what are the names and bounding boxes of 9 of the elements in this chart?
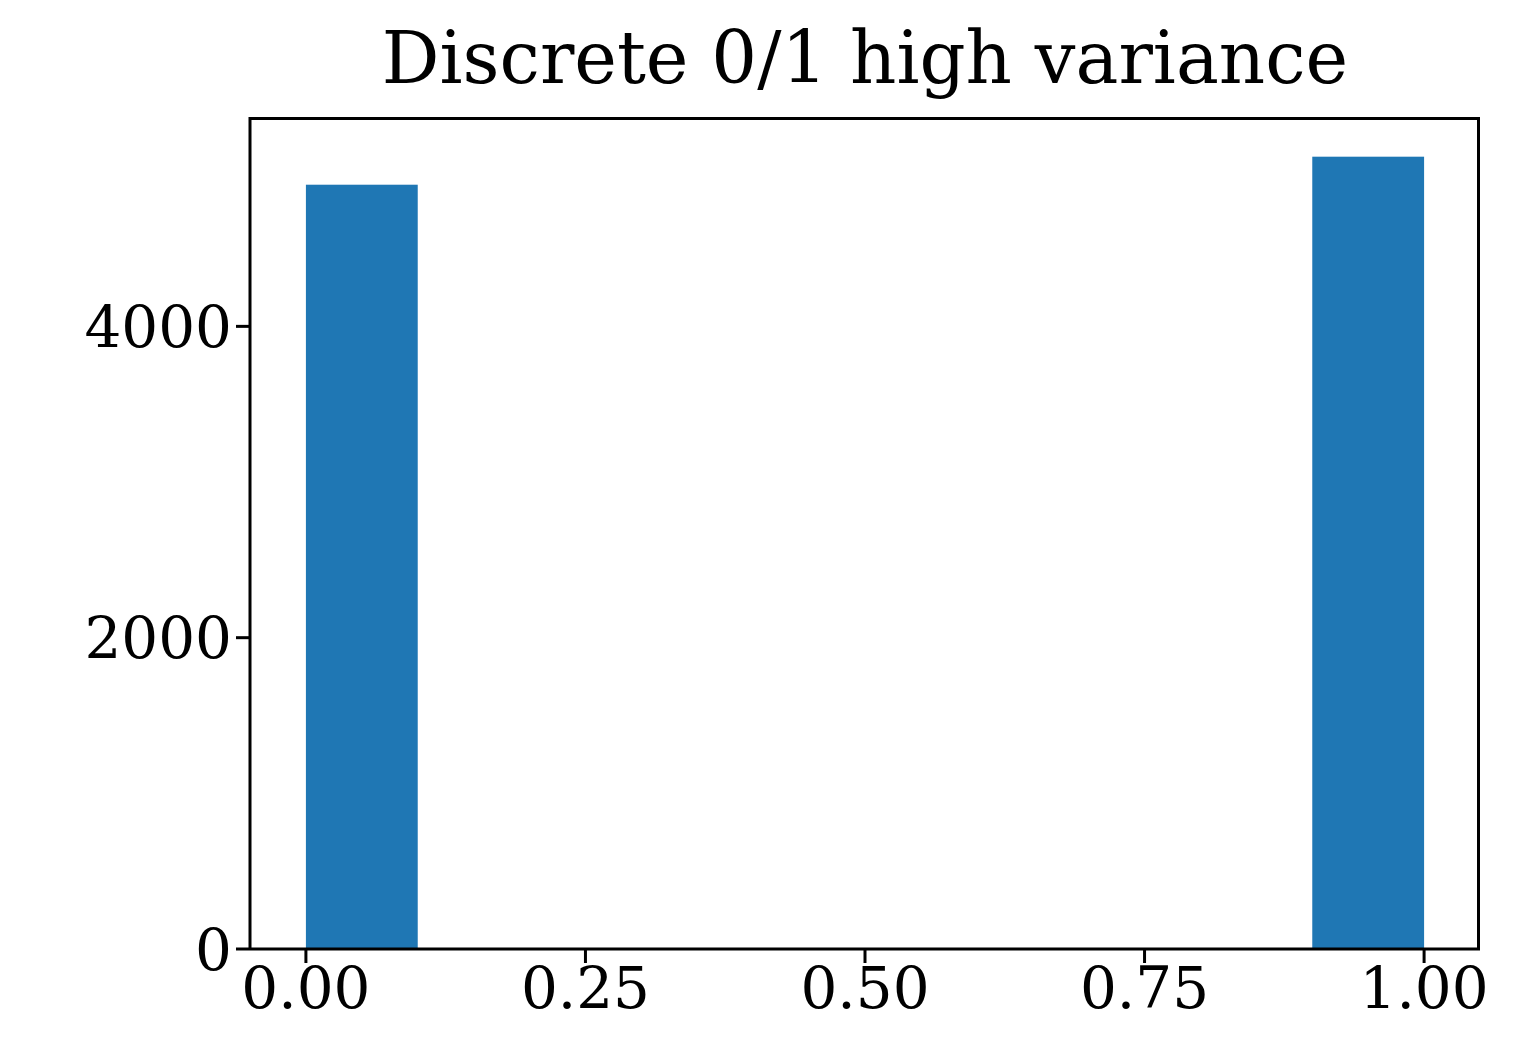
x-tick-label: 0.00 (241, 954, 371, 1023)
chart-title: Discrete 0/1 high variance (380, 15, 1350, 102)
x-tick-label: 1.00 (1359, 954, 1489, 1023)
y-tick-label: 4000 (84, 292, 232, 361)
y-tick-label: 2000 (84, 604, 232, 673)
x-tick-label: 0.50 (800, 954, 930, 1023)
y-tick-label: 0 (195, 915, 232, 984)
x-tick-label: 0.75 (1079, 954, 1210, 1023)
x-tick-label: 0.25 (520, 954, 651, 1023)
